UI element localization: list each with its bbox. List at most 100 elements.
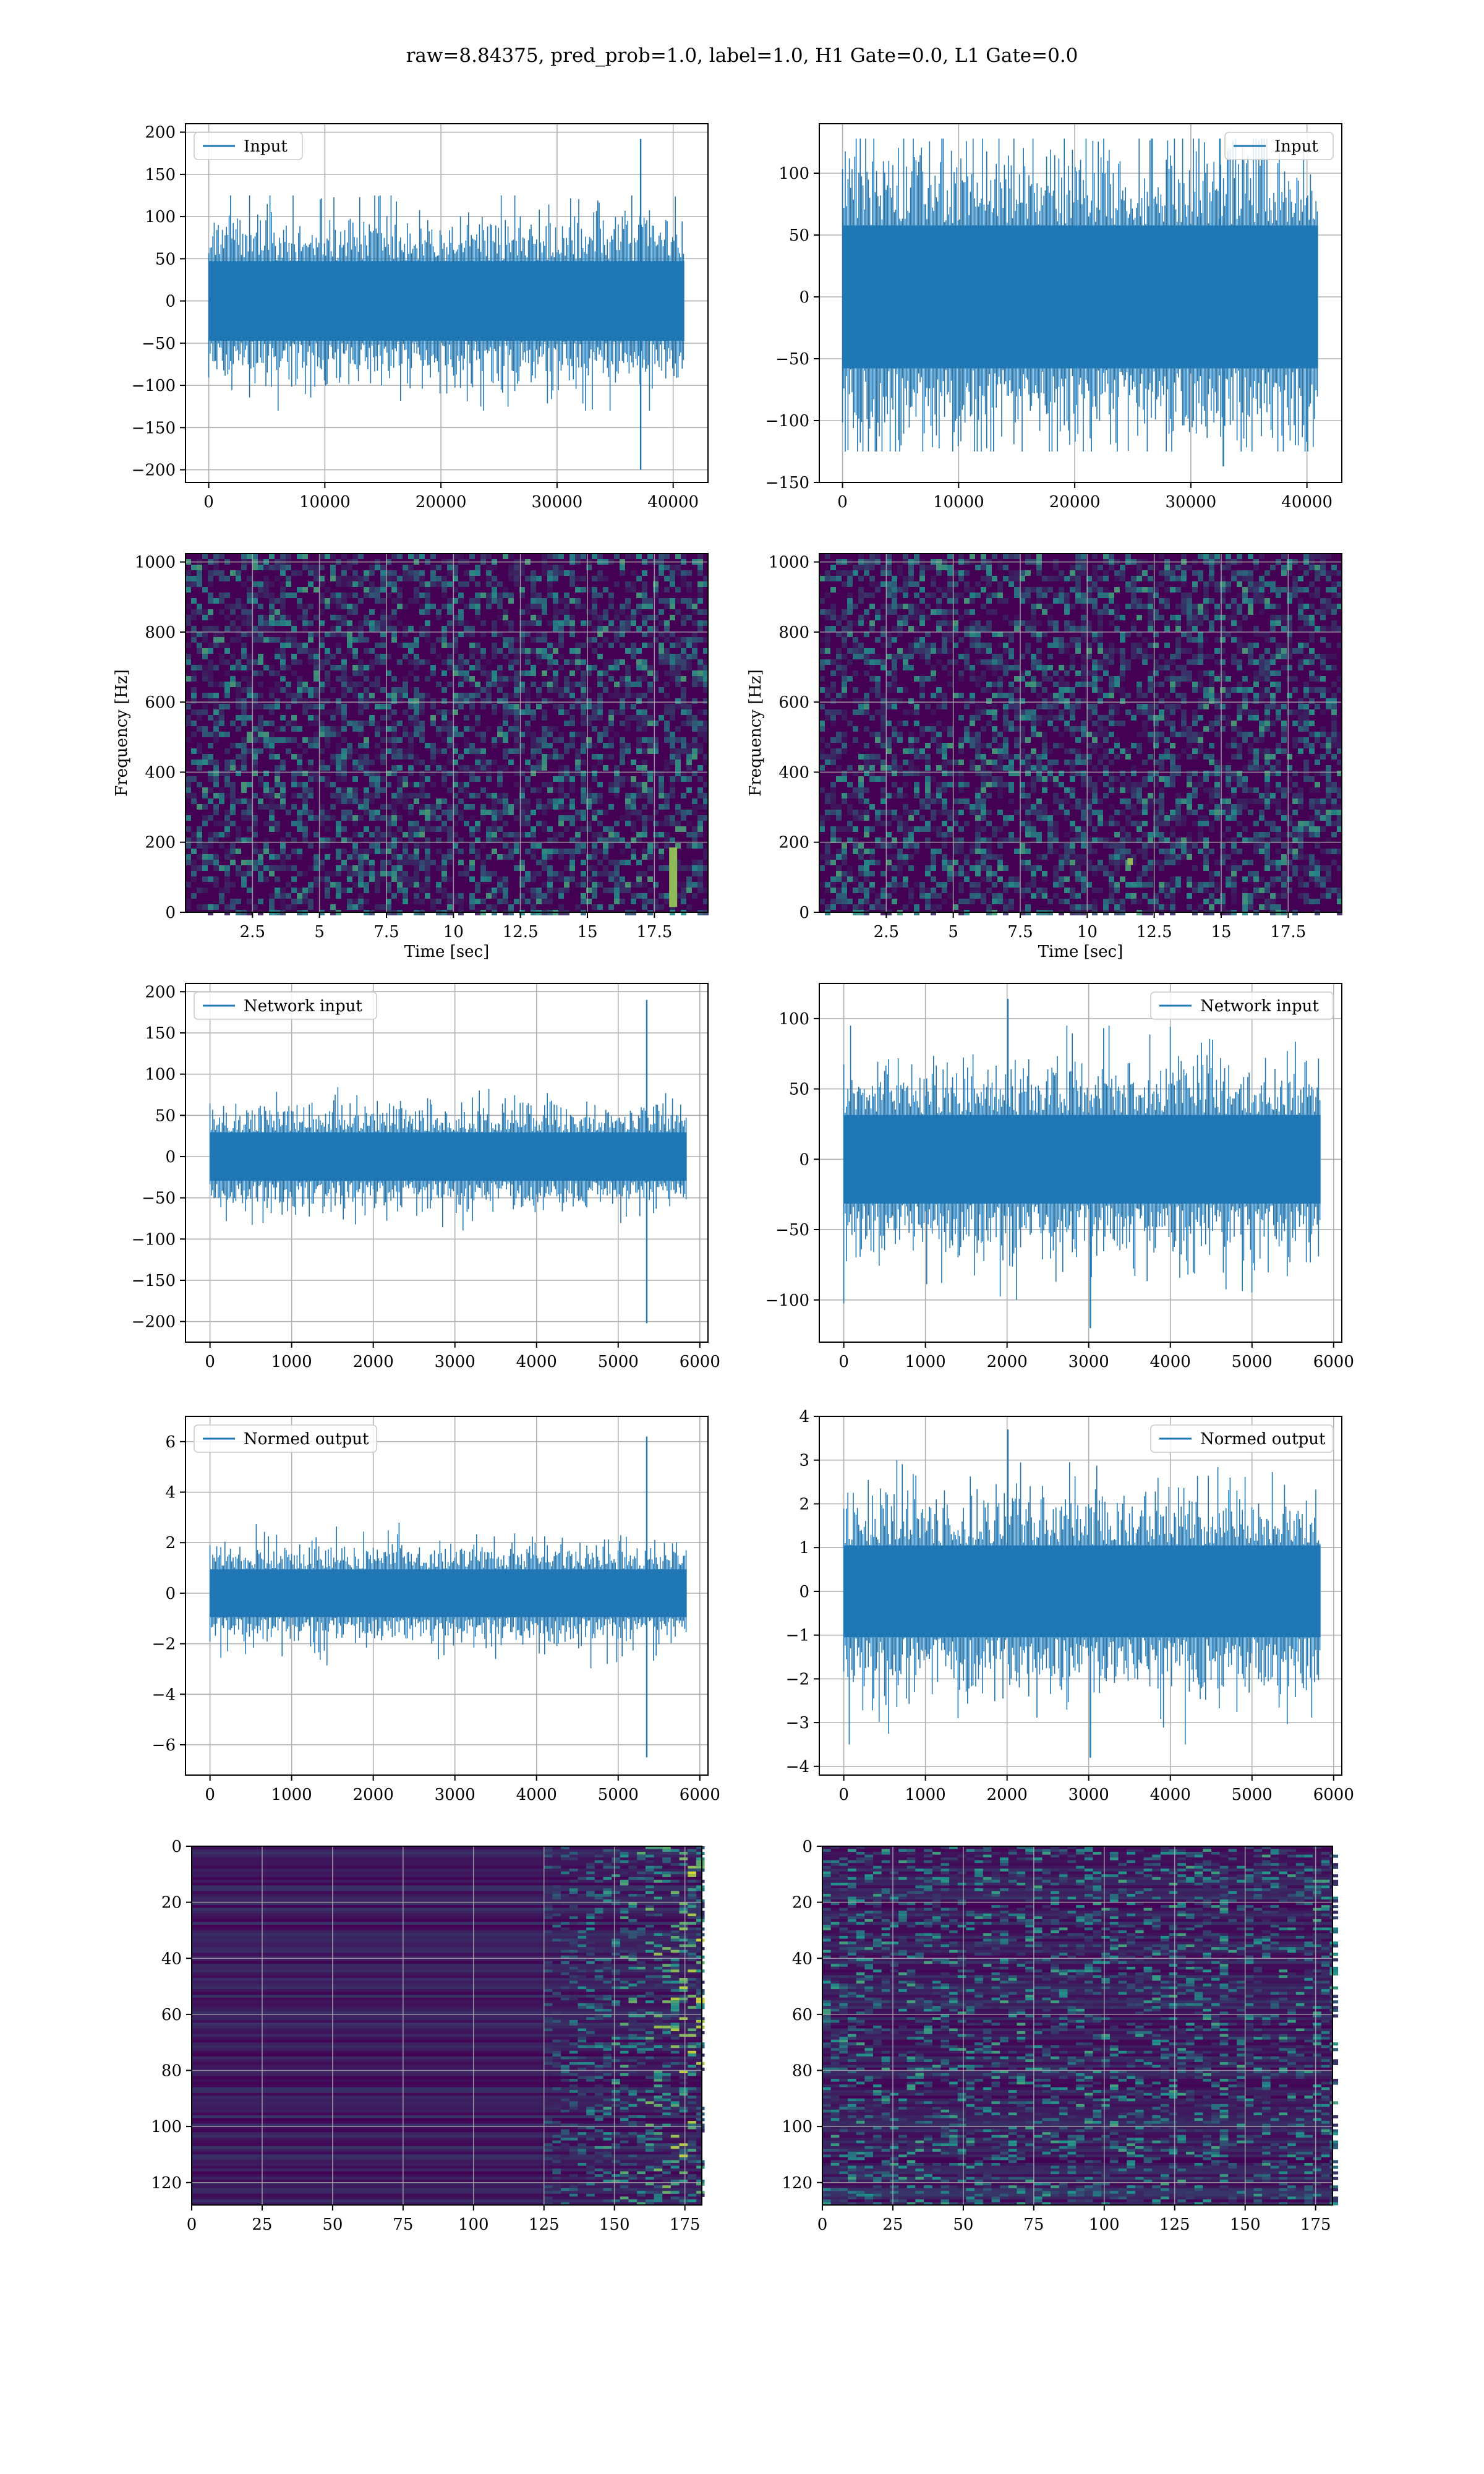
x-tick-label: 125	[529, 2215, 560, 2234]
y-tick-label: 150	[145, 166, 176, 184]
y-tick-label: 800	[778, 623, 809, 642]
y-tick-label: −3	[786, 1714, 809, 1732]
y-tick-label: −150	[765, 474, 809, 492]
y-tick-label: 4	[799, 1408, 809, 1426]
x-tick-label: 20000	[416, 493, 467, 511]
normed-h1-legend: Normed output	[194, 1424, 377, 1453]
network-l1-signal-line	[843, 1025, 1321, 1304]
y-tick-label: 0	[799, 904, 809, 922]
x-tick-label: 3000	[1068, 1353, 1109, 1371]
x-tick-label: 6000	[680, 1786, 720, 1804]
y-tick-label: 120	[151, 2174, 182, 2193]
network-h1-signal-line	[209, 1087, 687, 1231]
y-tick-label: 6	[165, 1433, 176, 1452]
x-tick-label: 100	[458, 2215, 489, 2234]
y-tick-label: −1	[786, 1627, 809, 1645]
y-tick-label: −150	[132, 419, 176, 437]
x-tick-label: 5000	[598, 1786, 639, 1804]
x-tick-label: 10	[443, 923, 464, 941]
feature-l1-frame	[822, 1846, 1333, 2206]
y-tick-label: 2	[165, 1534, 176, 1552]
spectrogram-hotspot	[669, 847, 678, 907]
y-tick-label: 100	[778, 1010, 809, 1029]
y-tick-label: 0	[165, 1148, 176, 1166]
y-tick-label: 600	[145, 693, 176, 712]
x-tick-label: 2.5	[874, 923, 899, 941]
spec-h1-xlabel: Time [sec]	[404, 943, 490, 961]
network-l1-frame	[819, 983, 1342, 1343]
y-tick-label: 20	[792, 1894, 812, 1912]
y-tick-label: −200	[132, 461, 176, 480]
spec-l1-ylabel: Frequency [Hz]	[746, 669, 765, 797]
x-tick-label: 6000	[1313, 1353, 1354, 1371]
legend-label: Normed output	[1200, 1430, 1326, 1449]
x-tick-label: 5	[314, 923, 325, 941]
x-tick-label: 4000	[516, 1353, 557, 1371]
spec-h1-frame	[185, 553, 709, 913]
feature-h1-frame	[191, 1846, 702, 2206]
x-tick-label: 15	[1211, 923, 1231, 941]
x-tick-label: 30000	[532, 493, 583, 511]
x-tick-label: 25	[882, 2215, 903, 2234]
legend-label: Network input	[244, 997, 362, 1016]
x-tick-label: 40000	[647, 493, 699, 511]
y-tick-label: 200	[778, 834, 809, 852]
network-l1-legend: Network input	[1150, 991, 1334, 1020]
spec-l1-xlabel: Time [sec]	[1038, 943, 1124, 961]
y-tick-label: 0	[171, 1838, 182, 1856]
spec-h1-ylabel: Frequency [Hz]	[113, 669, 131, 797]
x-tick-label: 0	[838, 1353, 849, 1371]
y-tick-label: 120	[782, 2174, 812, 2193]
y-tick-label: −50	[775, 350, 809, 369]
spectrogram-hotspot	[1127, 858, 1133, 865]
y-tick-label: −100	[765, 412, 809, 430]
y-tick-label: 400	[145, 763, 176, 782]
x-tick-label: 1000	[271, 1353, 312, 1371]
input-h1-signal-line	[208, 195, 684, 411]
y-tick-label: 600	[778, 693, 809, 712]
x-tick-label: 1000	[905, 1353, 946, 1371]
x-tick-label: 2.5	[240, 923, 265, 941]
y-tick-label: −100	[132, 377, 176, 395]
y-tick-label: 80	[792, 2062, 812, 2081]
y-tick-label: −50	[142, 1189, 176, 1208]
x-tick-label: 20000	[1049, 493, 1101, 511]
x-tick-label: 15	[577, 923, 597, 941]
network-h1-legend: Network input	[194, 991, 377, 1020]
x-tick-label: 3000	[435, 1786, 475, 1804]
x-tick-label: 50	[953, 2215, 973, 2234]
feature-l1-axes: 0 25 50 75 100 125 150 175 0 20 40 60 80 100 120	[782, 1838, 1339, 2234]
y-tick-label: 50	[789, 1081, 809, 1099]
x-tick-label: 2000	[353, 1786, 394, 1804]
legend-label: Network input	[1200, 997, 1319, 1016]
spec-l1-frame	[819, 553, 1342, 913]
y-tick-label: 50	[789, 226, 809, 245]
x-tick-label: 4000	[1150, 1353, 1191, 1371]
y-tick-label: 100	[145, 208, 176, 226]
y-tick-label: −4	[152, 1685, 176, 1704]
y-tick-label: 80	[161, 2062, 182, 2081]
y-tick-label: 60	[792, 2006, 812, 2024]
y-tick-label: −2	[152, 1635, 176, 1654]
x-tick-label: 175	[1300, 2215, 1331, 2234]
y-tick-label: 200	[145, 834, 176, 852]
x-tick-label: 1000	[905, 1786, 946, 1804]
y-tick-label: 0	[165, 1585, 176, 1603]
x-tick-label: 0	[205, 1786, 215, 1804]
y-tick-label: 0	[799, 288, 809, 307]
y-tick-label: 20	[161, 1894, 182, 1912]
y-tick-label: −50	[142, 335, 176, 353]
y-tick-label: 100	[145, 1066, 176, 1084]
normed-l1-frame	[819, 1416, 1342, 1776]
x-tick-label: 10	[1077, 923, 1098, 941]
legend-label: Input	[1274, 137, 1318, 156]
x-tick-label: 0	[837, 493, 848, 511]
x-tick-label: 40000	[1281, 493, 1333, 511]
x-tick-label: 4000	[516, 1786, 557, 1804]
y-tick-label: −50	[775, 1221, 809, 1239]
figure-title: raw=8.84375, pred_prob=1.0, label=1.0, H…	[406, 45, 1078, 67]
normed-h1-frame	[185, 1416, 709, 1776]
y-tick-label: 150	[145, 1024, 176, 1043]
